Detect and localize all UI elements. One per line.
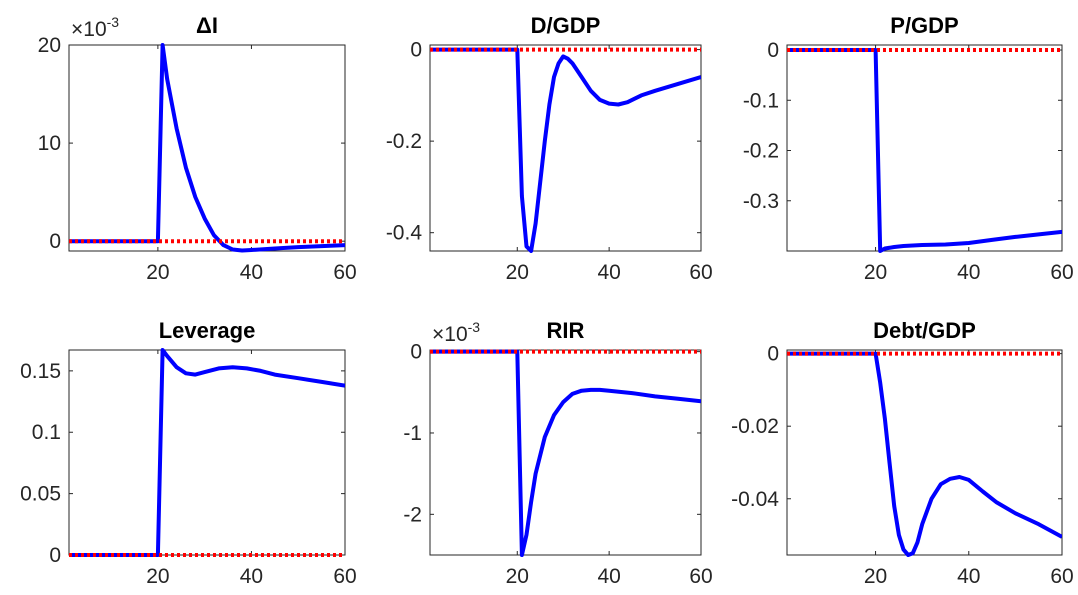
y-tick-label: -0.2 [386, 130, 422, 153]
chart-title: Debt/GDP [873, 318, 976, 343]
y-tick-label: -1 [403, 422, 422, 445]
chart-panel-5: 20 40 60 0 -1 -2 RIR ×10-3 [403, 318, 712, 588]
y-tick-label: 0 [410, 341, 422, 364]
chart-title: ΔI [196, 13, 218, 38]
x-tick-label: 40 [240, 261, 263, 284]
x-tick-label: 20 [506, 261, 529, 284]
x-tick-label: 40 [240, 565, 263, 588]
y-tick-label: -2 [403, 503, 422, 526]
x-tick-label: 60 [333, 565, 356, 588]
chart-title: Leverage [159, 318, 256, 343]
y-tick-label: 0.15 [20, 360, 61, 383]
x-tick-label: 60 [1050, 261, 1073, 284]
x-tick-label: 20 [506, 565, 529, 588]
x-tick-label: 60 [689, 261, 712, 284]
y-tick-label: 0 [767, 343, 779, 366]
plot-area [429, 44, 702, 252]
x-tick-label: 40 [597, 261, 620, 284]
x-tick-label: 60 [1050, 565, 1073, 588]
y-tick-label: -0.4 [386, 222, 423, 245]
axis-exponent: ×10-3 [71, 14, 119, 41]
chart-title: D/GDP [531, 13, 601, 38]
axis-exponent: ×10-3 [432, 319, 480, 346]
x-tick-label: 20 [146, 261, 169, 284]
x-tick-label: 20 [146, 565, 169, 588]
plot-area [786, 349, 1063, 556]
chart-panel-4: 20 40 60 0 0.05 0.1 0.15 Leverage [20, 318, 357, 588]
response-line [787, 351, 1062, 557]
plot-area [68, 44, 346, 252]
y-tick-label: -0.2 [743, 140, 779, 163]
plot-area [429, 349, 702, 556]
x-tick-label: 60 [689, 565, 712, 588]
chart-title: RIR [547, 318, 585, 343]
y-tick-label: -0.04 [731, 488, 779, 511]
chart-title: P/GDP [890, 13, 958, 38]
y-tick-label: -0.1 [743, 89, 779, 112]
y-tick-label: 0 [767, 39, 779, 62]
x-tick-label: 60 [333, 261, 356, 284]
y-tick-label: 0.05 [20, 483, 61, 506]
y-tick-label: 0 [49, 230, 61, 253]
response-line [430, 349, 701, 557]
response-line [69, 348, 345, 557]
chart-panel-6: 20 40 60 0 -0.02 -0.04 Debt/GDP [731, 318, 1074, 588]
plot-area [786, 44, 1063, 252]
y-tick-label: 10 [38, 132, 61, 155]
x-tick-label: 40 [597, 565, 620, 588]
response-line [430, 47, 701, 253]
response-line [69, 43, 345, 253]
chart-panel-2: 20 40 60 0 -0.2 -0.4 D/GDP [386, 13, 713, 284]
x-tick-label: 20 [864, 565, 887, 588]
x-tick-label: 20 [864, 261, 887, 284]
chart-panel-1: 20 40 60 0 10 20 ΔI ×10-3 [38, 13, 357, 284]
y-tick-label: -0.02 [731, 415, 779, 438]
x-tick-label: 40 [957, 565, 980, 588]
y-tick-label: 20 [38, 34, 61, 57]
x-tick-label: 40 [957, 261, 980, 284]
y-tick-label: 0 [410, 39, 422, 62]
chart-panel-3: 20 40 60 0 -0.1 -0.2 -0.3 P/GDP [743, 13, 1074, 284]
y-tick-label: 0 [49, 544, 61, 567]
y-tick-label: -0.3 [743, 190, 779, 213]
y-tick-label: 0.1 [32, 421, 61, 444]
response-line [787, 48, 1062, 253]
